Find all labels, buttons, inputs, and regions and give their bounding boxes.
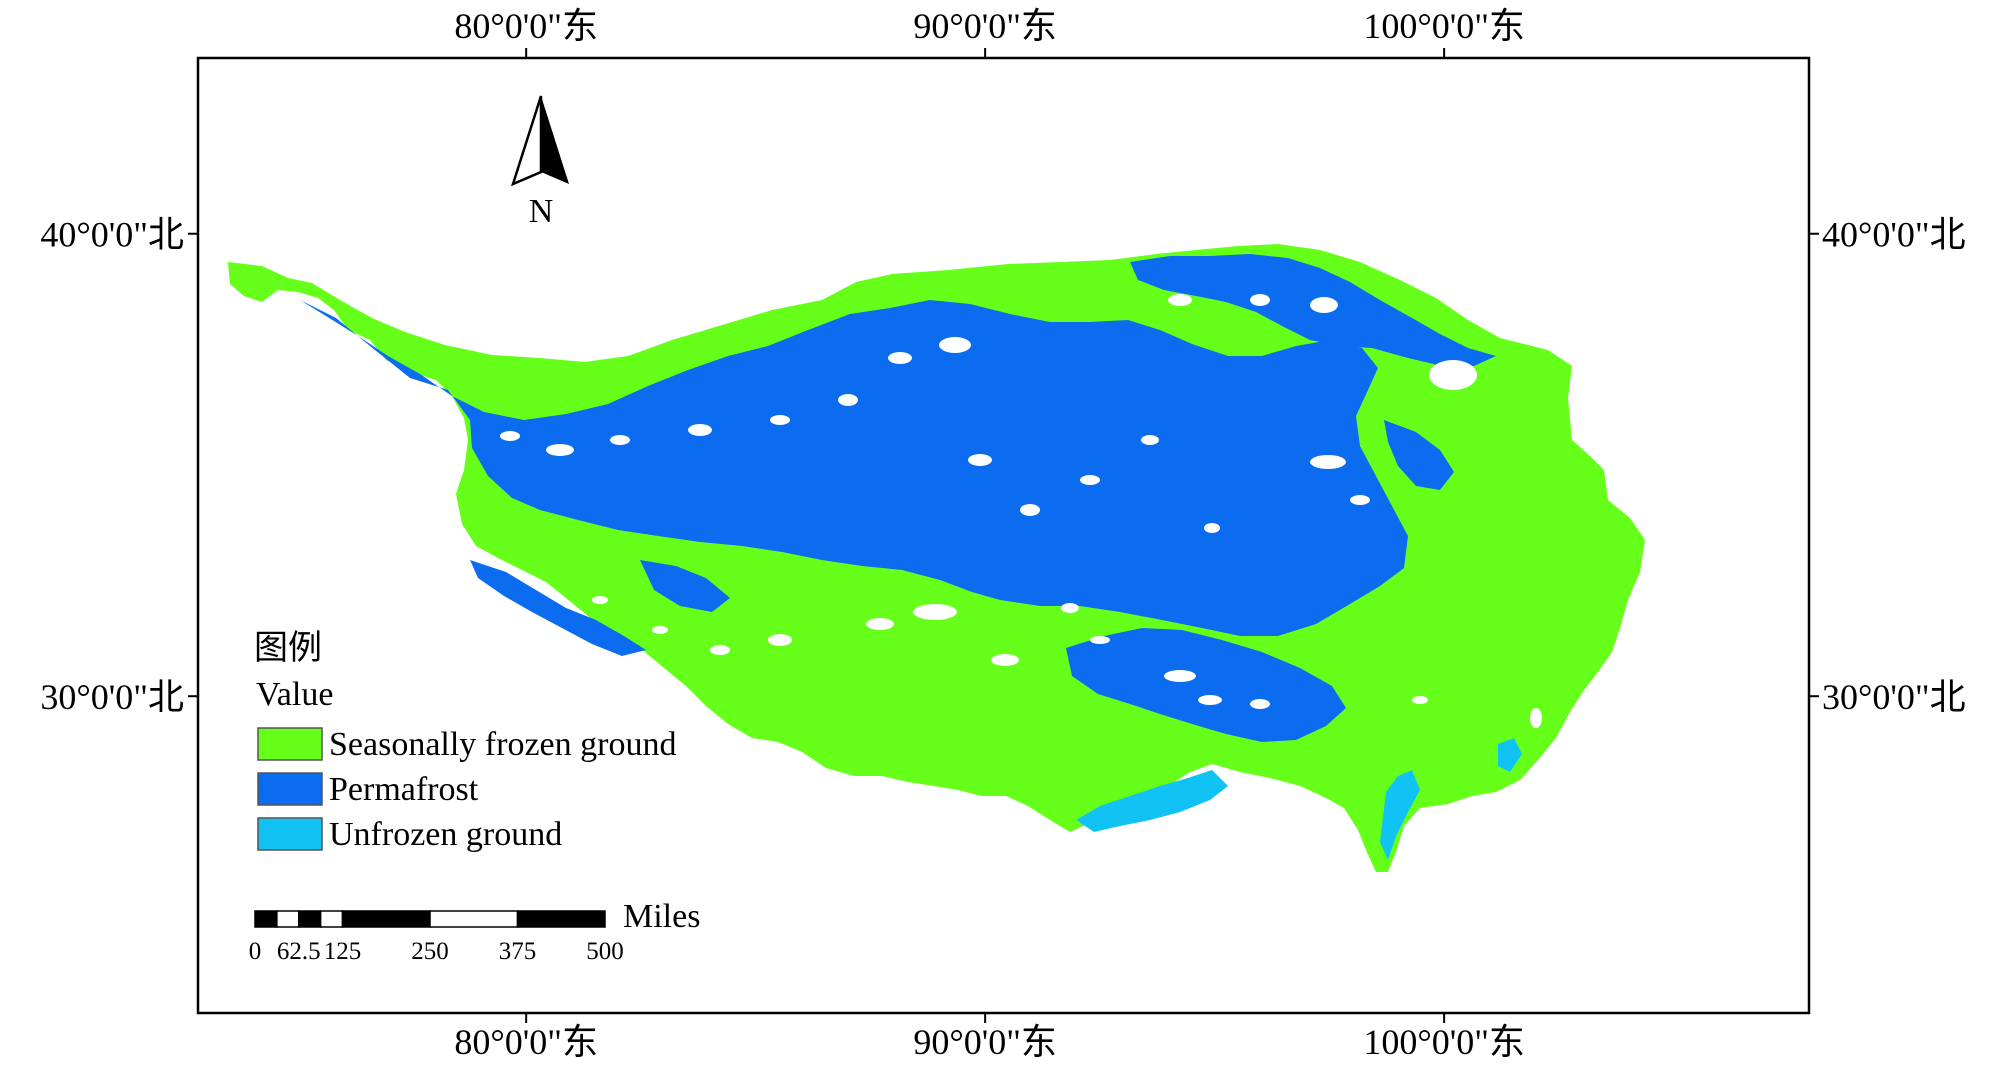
latitude-label-left: 30°0'0"北 (40, 677, 184, 717)
scale-bar-tick-label: 250 (411, 938, 449, 965)
scale-bar-segment (516, 910, 606, 928)
permafrost-area (1066, 628, 1346, 742)
permafrost-area (470, 560, 646, 656)
legend-swatch-permafrost (257, 772, 323, 806)
scale-bar-tick-label: 500 (586, 938, 624, 965)
scale-bar: Miles 0 62.5 125 250 375 500 (249, 898, 701, 965)
scale-bar-segment (319, 910, 344, 928)
latitude-label-right: 40°0'0"北 (1822, 215, 1966, 255)
longitude-label-top: 90°0'0"东 (913, 6, 1057, 46)
unfrozen-ground-area (1380, 770, 1420, 860)
north-arrow-icon (541, 96, 569, 184)
permafrost-area (1130, 254, 1496, 366)
north-arrow: N (510, 95, 569, 230)
graticule: 80°0'0"东 80°0'0"东 90°0'0"东 90°0'0"东 100°0'0"… (40, 6, 1965, 1062)
legend: 图例 Value Seasonally frozen ground Permafr… (254, 630, 676, 853)
permafrost-area (300, 300, 1408, 636)
legend-field-name: Value (256, 676, 333, 713)
scale-bar-segment (298, 910, 322, 928)
scale-bar-segment (276, 910, 300, 928)
latitude-label-right: 30°0'0"北 (1822, 677, 1966, 717)
longitude-label-bottom: 80°0'0"东 (454, 1022, 598, 1062)
scale-bar-tick-label: 125 (324, 938, 362, 965)
longitude-label-top: 80°0'0"东 (454, 6, 598, 46)
legend-swatch-seasonal (257, 727, 323, 761)
scale-bar-segment (341, 910, 431, 928)
scale-bar-tick-label: 62.5 (277, 938, 321, 965)
legend-label-unfrozen: Unfrozen ground (329, 816, 562, 853)
legend-swatch-unfrozen (257, 817, 323, 851)
permafrost-area (640, 560, 730, 612)
scale-bar-tick-label: 375 (499, 938, 537, 965)
longitude-label-bottom: 90°0'0"东 (913, 1022, 1057, 1062)
scale-bar-segment (254, 910, 278, 928)
latitude-label-left: 40°0'0"北 (40, 215, 184, 255)
north-arrow-label: N (529, 193, 554, 230)
permafrost-area (1384, 420, 1454, 490)
unfrozen-ground-area (1498, 738, 1522, 772)
unfrozen-ground-area (1076, 770, 1228, 832)
scale-bar-tick-label: 0 (249, 938, 262, 965)
longitude-label-top: 100°0'0"东 (1363, 6, 1525, 46)
scale-bar-segment (429, 910, 519, 928)
longitude-label-bottom: 100°0'0"东 (1363, 1022, 1525, 1062)
legend-heading: 图例 (254, 630, 322, 667)
void-patches (500, 294, 1542, 728)
legend-label-seasonal: Seasonally frozen ground (329, 726, 676, 763)
legend-label-permafrost: Permafrost (329, 771, 479, 808)
scale-bar-unit: Miles (623, 898, 700, 935)
plateau-region (228, 244, 1645, 872)
